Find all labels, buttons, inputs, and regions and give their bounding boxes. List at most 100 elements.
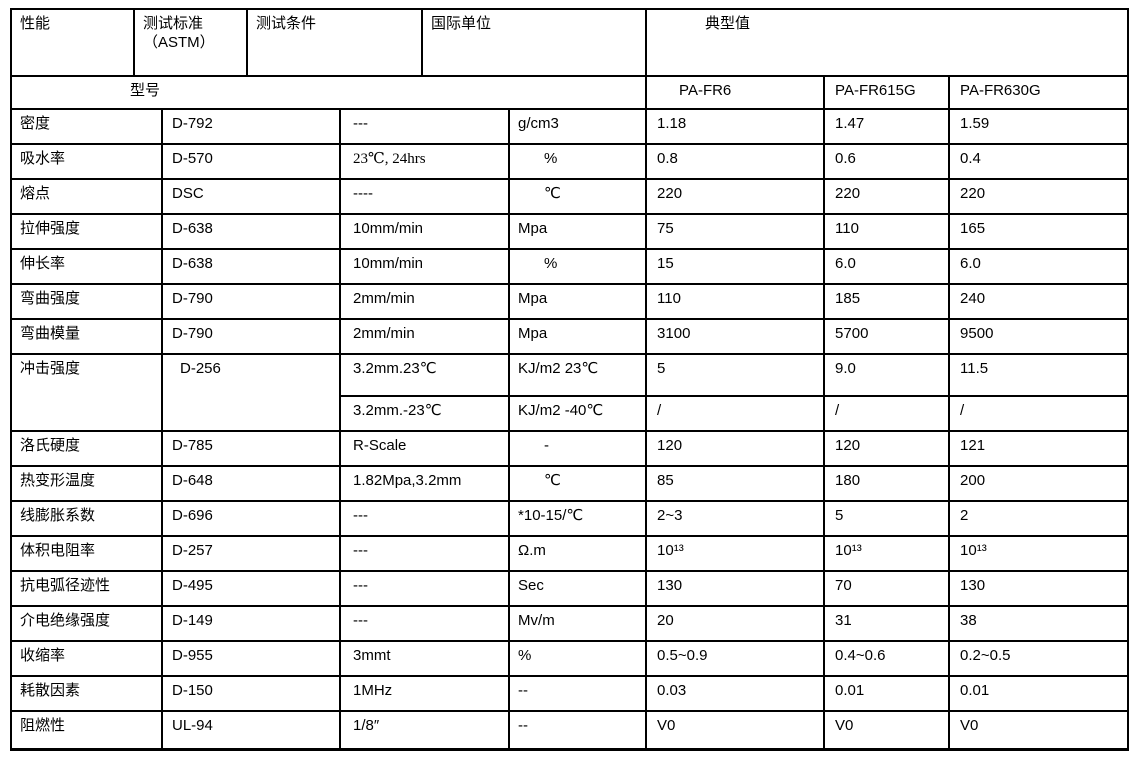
cell-standard: D-790 xyxy=(160,283,342,320)
header-test-condition: 测试条件 xyxy=(246,8,424,77)
header-test-standard-line2: （ASTM） xyxy=(143,33,215,51)
cell-value: 0.01 xyxy=(948,675,1130,712)
cell-unit: - xyxy=(508,430,648,467)
table-row: 体积电阻率 D-257 --- Ω.m 10¹³ 10¹³ 10¹³ xyxy=(10,535,1130,572)
cell-property: 弯曲强度 xyxy=(10,283,163,320)
table-row: 弯曲强度 D-790 2mm/min Mpa 110 185 240 xyxy=(10,283,1130,320)
cell-value: 0.03 xyxy=(645,675,826,712)
cell-value: 6.0 xyxy=(823,248,951,285)
header-test-standard: 测试标准 （ASTM） xyxy=(132,8,249,77)
cell-value: 31 xyxy=(823,605,951,642)
cell-property: 洛氏硬度 xyxy=(10,430,163,467)
cell-property: 拉伸强度 xyxy=(10,213,163,250)
cell-value: 15 xyxy=(645,248,826,285)
table-row: 伸长率 D-638 10mm/min % 15 6.0 6.0 xyxy=(10,248,1130,285)
cell-value: 1.59 xyxy=(948,108,1130,145)
cell-value: 10¹³ xyxy=(823,535,951,572)
header-property: 性能 xyxy=(10,8,135,77)
cell-unit: Mv/m xyxy=(508,605,648,642)
cell-standard: UL-94 xyxy=(160,710,342,750)
cell-value: 1.47 xyxy=(823,108,951,145)
cell-value: 2~3 xyxy=(645,500,826,537)
header-row-models: 型号 PA-FR6 PA-FR615G PA-FR630G xyxy=(9,75,1130,110)
cell-property: 抗电弧径迹性 xyxy=(10,570,163,607)
cell-condition: 3mmt xyxy=(339,640,511,677)
cell-value: 70 xyxy=(823,570,951,607)
cell-standard: D-257 xyxy=(160,535,342,572)
cell-value: 3100 xyxy=(645,318,826,355)
cell-value: 220 xyxy=(948,178,1130,215)
cell-property: 弯曲模量 xyxy=(10,318,163,355)
table-row: 拉伸强度 D-638 10mm/min Mpa 75 110 165 xyxy=(10,213,1130,250)
header-model-pa-fr630g: PA-FR630G xyxy=(948,75,1130,110)
cell-property: 耗散因素 xyxy=(10,675,163,712)
cell-unit: Mpa xyxy=(508,318,648,355)
header-test-standard-line1: 测试标准 xyxy=(143,15,204,32)
cell-property: 冲击强度 xyxy=(10,353,163,432)
cell-condition: --- xyxy=(339,108,511,145)
cell-condition: 10mm/min xyxy=(339,248,511,285)
table-row: 洛氏硬度 D-785 R-Scale - 120 120 121 xyxy=(10,430,1130,467)
table-row-impact-minus23c: 3.2mm.-23℃ KJ/m2 -40℃ / / / xyxy=(11,395,1130,432)
table-row: 吸水率 D-570 23℃, 24hrs % 0.8 0.6 0.4 xyxy=(10,143,1130,180)
cell-property: 线膨胀系数 xyxy=(10,500,163,537)
cell-standard: D-570 xyxy=(160,143,342,180)
cell-value: 220 xyxy=(823,178,951,215)
cell-value: / xyxy=(645,395,826,432)
cell-property: 热变形温度 xyxy=(10,465,163,502)
cell-value: 85 xyxy=(645,465,826,502)
cell-value: 130 xyxy=(645,570,826,607)
cell-standard: D-638 xyxy=(160,248,342,285)
cell-property: 密度 xyxy=(10,108,163,145)
cell-value: 110 xyxy=(823,213,951,250)
cell-value: 180 xyxy=(823,465,951,502)
cell-value: 1.18 xyxy=(645,108,826,145)
cell-condition: 1.82Mpa,3.2mm xyxy=(339,465,511,502)
cell-value: / xyxy=(823,395,951,432)
cell-value: 0.01 xyxy=(823,675,951,712)
cell-condition: --- xyxy=(339,535,511,572)
cell-value: 130 xyxy=(948,570,1130,607)
cell-standard: D-638 xyxy=(160,213,342,250)
cell-condition: 2mm/min xyxy=(339,318,511,355)
cell-condition: 10mm/min xyxy=(339,213,511,250)
cell-value: 20 xyxy=(645,605,826,642)
cell-unit: Mpa xyxy=(508,213,648,250)
cell-value: 5 xyxy=(823,500,951,537)
header-typical-value: 典型值 xyxy=(645,8,1130,77)
cell-condition: 3.2mm.-23℃ xyxy=(339,395,511,432)
cell-condition: ---- xyxy=(339,178,511,215)
cell-condition: 3.2mm.23℃ xyxy=(339,353,511,397)
cell-unit: *10-15/℃ xyxy=(508,500,648,537)
cell-unit: % xyxy=(508,248,648,285)
material-properties-table: 性能 测试标准 （ASTM） 测试条件 国际单位 典型值 型号 PA-FR6 P… xyxy=(9,8,1130,751)
cell-value: 2 xyxy=(948,500,1130,537)
cell-value: 120 xyxy=(645,430,826,467)
table-row: 抗电弧径迹性 D-495 --- Sec 130 70 130 xyxy=(10,570,1130,607)
cell-value: 240 xyxy=(948,283,1130,320)
table-row: 热变形温度 D-648 1.82Mpa,3.2mm ℃ 85 180 200 xyxy=(10,465,1130,502)
table-row: 密度 D-792 --- g/cm3 1.18 1.47 1.59 xyxy=(10,108,1130,145)
cell-value: 185 xyxy=(823,283,951,320)
header-unit: 国际单位 xyxy=(421,8,648,77)
cell-standard: D-495 xyxy=(160,570,342,607)
cell-value: / xyxy=(948,395,1130,432)
cell-value: 10¹³ xyxy=(948,535,1130,572)
cell-unit: -- xyxy=(508,710,648,750)
cell-standard: D-785 xyxy=(160,430,342,467)
cell-value: 110 xyxy=(645,283,826,320)
cell-value: 10¹³ xyxy=(645,535,826,572)
cell-standard: D-790 xyxy=(160,318,342,355)
cell-value: 165 xyxy=(948,213,1130,250)
cell-value: 0.5~0.9 xyxy=(645,640,826,677)
cell-unit: Mpa xyxy=(508,283,648,320)
cell-condition: 1/8″ xyxy=(339,710,511,750)
cell-condition: 2mm/min xyxy=(339,283,511,320)
cell-condition: 23℃, 24hrs xyxy=(339,143,511,180)
cell-condition: --- xyxy=(339,500,511,537)
cell-value: V0 xyxy=(948,710,1130,750)
cell-value: 121 xyxy=(948,430,1130,467)
cell-value: 120 xyxy=(823,430,951,467)
cell-property: 体积电阻率 xyxy=(10,535,163,572)
table-row: 线膨胀系数 D-696 --- *10-15/℃ 2~3 5 2 xyxy=(10,500,1130,537)
